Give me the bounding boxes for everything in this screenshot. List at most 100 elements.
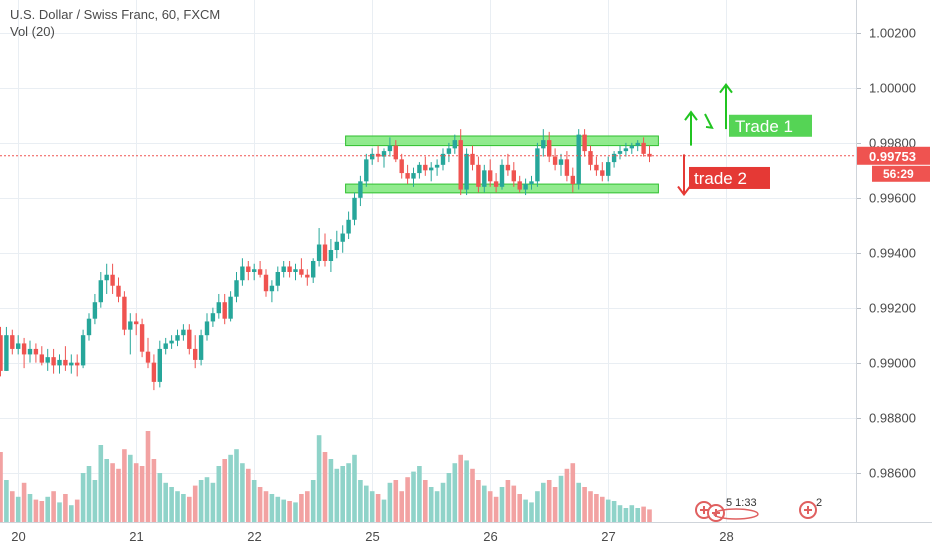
- volume-bar: [157, 473, 163, 522]
- volume-bar: [281, 499, 286, 522]
- candle-body: [269, 285, 275, 292]
- trade1-arrow-up-1-head: [684, 110, 698, 121]
- candle-body: [405, 173, 410, 179]
- candle-body: [387, 145, 393, 152]
- candle-body: [228, 296, 233, 319]
- volume-bar: [470, 468, 475, 522]
- volume-bar: [452, 463, 458, 522]
- candle-body: [458, 140, 463, 190]
- candle-body: [187, 329, 192, 349]
- candle-body: [482, 170, 487, 187]
- candle-body: [582, 134, 587, 152]
- x-tick-label: 21: [129, 529, 143, 544]
- volume-bar: [600, 496, 605, 522]
- volume-bar: [423, 480, 428, 522]
- volume-bar: [576, 482, 581, 522]
- symbol-title: U.S. Dollar / Swiss Franc, 60, FXCM: [10, 7, 221, 22]
- candle-body: [110, 274, 115, 286]
- volume-bar: [523, 499, 528, 522]
- volume-bar: [275, 496, 281, 522]
- candle-body: [39, 354, 44, 363]
- volume-bar: [582, 487, 587, 522]
- candle-body: [299, 269, 304, 275]
- candle-body: [446, 148, 452, 154]
- candle-body: [440, 153, 446, 165]
- trade2-arrow-down-head: [677, 185, 691, 197]
- volume-bar: [234, 449, 239, 522]
- volume-bar: [440, 482, 446, 522]
- volume-bar: [476, 480, 481, 522]
- volume-bar: [0, 452, 3, 522]
- countdown-label: 56:29: [883, 167, 914, 181]
- candle-body: [169, 340, 174, 344]
- volume-bar: [139, 466, 145, 522]
- candle-body: [523, 184, 528, 190]
- candle-body: [370, 153, 375, 160]
- y-tick-label: 0.99000: [869, 356, 916, 371]
- candle-body: [576, 134, 581, 185]
- y-tick-label: 0.98600: [869, 466, 916, 481]
- candle-body: [476, 164, 481, 187]
- volume-bar: [346, 463, 351, 522]
- candle-body: [134, 321, 139, 325]
- volume-bar: [364, 485, 369, 522]
- candle-body: [246, 266, 251, 272]
- volume-bar: [623, 508, 629, 522]
- candle-body: [122, 296, 127, 330]
- candle-body: [375, 153, 381, 157]
- candle-body: [16, 343, 21, 349]
- candle-body: [358, 181, 363, 198]
- volume-bar: [122, 449, 127, 522]
- volume-bar: [552, 487, 558, 522]
- volume-bar: [535, 491, 540, 522]
- volume-bar: [198, 480, 204, 522]
- volume-bar: [51, 491, 56, 522]
- grid: [0, 0, 856, 522]
- candle-body: [257, 269, 263, 275]
- volume-bar: [175, 491, 180, 522]
- volume-bar: [86, 466, 92, 522]
- candle-body: [606, 162, 611, 176]
- volume-bar: [316, 435, 322, 522]
- volume-bar: [387, 482, 393, 522]
- candle-body: [470, 153, 475, 165]
- candle-body: [69, 362, 74, 366]
- trade1-label: Trade 1: [735, 117, 793, 136]
- candle-body: [240, 266, 245, 281]
- volume-bar: [104, 459, 109, 522]
- volume-bar: [617, 505, 623, 522]
- volume-bar: [45, 496, 50, 522]
- candle-body: [617, 151, 623, 154]
- candle-body: [381, 151, 387, 157]
- candle-body: [45, 357, 50, 363]
- volume-bar: [151, 459, 157, 522]
- volume-bar: [251, 480, 257, 522]
- volume-bar: [493, 496, 499, 522]
- candle-body: [499, 164, 505, 187]
- x-tick-label: 27: [601, 529, 615, 544]
- volume-bar: [116, 468, 121, 522]
- candle-body: [623, 148, 629, 152]
- volume-bar: [133, 463, 139, 522]
- candle-body: [411, 173, 416, 179]
- candle-body: [86, 318, 92, 336]
- candle-body: [322, 244, 328, 261]
- volume-bar: [257, 487, 263, 522]
- candle-body: [346, 219, 351, 234]
- x-tick-label: 22: [247, 529, 261, 544]
- overlay: Trade 1 trade 2 5 1:33 2: [0, 82, 856, 522]
- volume-bar: [570, 463, 576, 522]
- candle-body: [511, 170, 516, 182]
- volume-bar: [529, 502, 534, 522]
- candle-body: [564, 159, 570, 176]
- candle-body: [647, 153, 652, 157]
- candle-body: [181, 329, 186, 336]
- volume-bar: [647, 509, 652, 522]
- candle-body: [252, 269, 257, 272]
- candle-body: [334, 241, 339, 251]
- candles: [0, 129, 652, 391]
- candle-body: [281, 266, 286, 272]
- volume-bar: [546, 480, 552, 522]
